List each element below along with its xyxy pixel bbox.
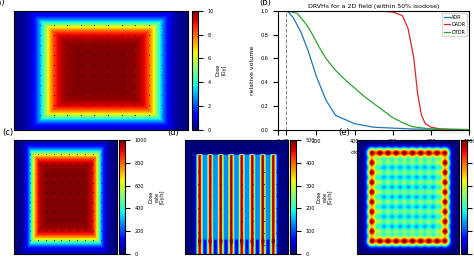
Text: (b): (b): [259, 0, 271, 7]
ADR: [291, 16, 296, 19]
Y-axis label: Dose
[Gy]: Dose [Gy]: [215, 64, 226, 76]
ADR: [466, 128, 472, 131]
ADR: [323, 98, 328, 102]
ADR: [352, 122, 357, 125]
Text: (a): (a): [0, 0, 5, 7]
Text: (e): (e): [338, 128, 350, 137]
DADR: [415, 92, 420, 96]
ADR: [313, 75, 319, 78]
DTDR: [361, 95, 367, 98]
DTDR: [380, 109, 386, 112]
DTDR: [275, 9, 281, 12]
ADR: [298, 31, 304, 34]
DADR: [390, 10, 396, 14]
DTDR: [317, 47, 323, 50]
DTDR: [294, 12, 300, 15]
Legend: ADR, DADR, DTDR: ADR, DADR, DTDR: [443, 13, 467, 36]
Line: DTDR: DTDR: [278, 11, 469, 130]
DTDR: [428, 127, 434, 131]
DADR: [447, 128, 453, 131]
DTDR: [466, 128, 472, 131]
DTDR: [283, 9, 289, 12]
DADR: [275, 9, 281, 12]
DTDR: [400, 121, 405, 124]
Y-axis label: Dose
rate
[Gy/s]: Dose rate [Gy/s]: [148, 190, 165, 204]
DTDR: [371, 102, 376, 105]
DTDR: [304, 23, 310, 27]
Title: DRVHs for a 2D field (within 50% isodose): DRVHs for a 2D field (within 50% isodose…: [308, 4, 439, 9]
DADR: [428, 126, 434, 129]
ADR: [409, 127, 415, 131]
ADR: [306, 51, 311, 54]
DTDR: [323, 57, 328, 60]
DTDR: [342, 78, 348, 81]
DADR: [400, 14, 405, 17]
DADR: [411, 57, 417, 60]
DADR: [371, 9, 376, 12]
DTDR: [333, 69, 338, 72]
DTDR: [409, 125, 415, 128]
DADR: [438, 127, 443, 131]
DADR: [419, 114, 424, 117]
ADR: [287, 12, 292, 15]
DTDR: [310, 33, 315, 36]
Text: (d): (d): [167, 128, 179, 137]
DTDR: [298, 16, 304, 19]
Y-axis label: relative volume: relative volume: [250, 46, 255, 95]
DADR: [422, 122, 428, 125]
ADR: [333, 114, 338, 117]
DTDR: [313, 40, 319, 43]
X-axis label: dose rate/Gy/s: dose rate/Gy/s: [351, 150, 397, 155]
DADR: [466, 128, 472, 131]
Y-axis label: Dose
rate
[Gy/s]: Dose rate [Gy/s]: [316, 190, 333, 204]
Line: ADR: ADR: [278, 11, 469, 130]
DADR: [283, 9, 289, 12]
DTDR: [352, 86, 357, 90]
Line: DADR: DADR: [278, 11, 469, 130]
ADR: [371, 126, 376, 129]
DADR: [405, 27, 411, 30]
ADR: [275, 9, 281, 12]
DTDR: [390, 116, 396, 119]
Text: (c): (c): [2, 128, 13, 137]
ADR: [283, 9, 289, 12]
